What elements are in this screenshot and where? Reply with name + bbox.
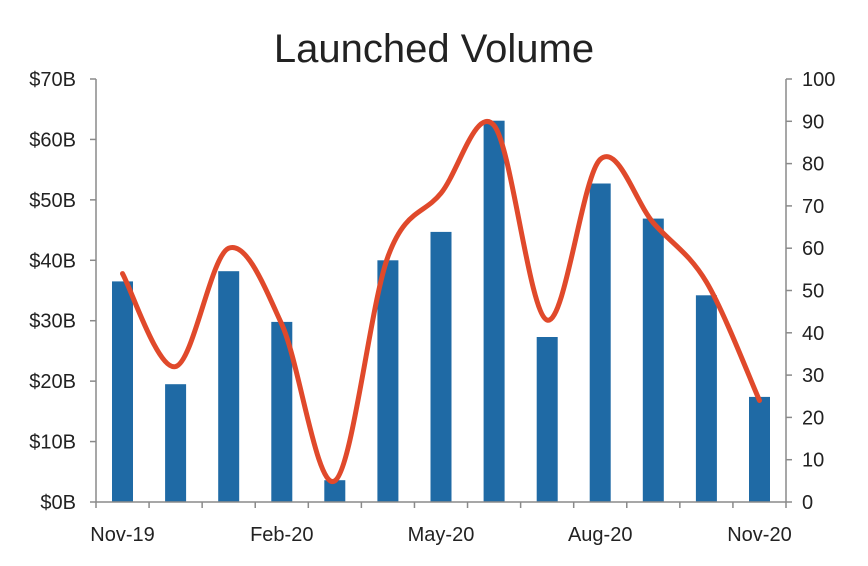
bar-Sep-20: [642, 218, 664, 502]
bar-Dec-19: [165, 384, 187, 502]
left-tick-label: $70B: [29, 69, 76, 91]
bar-Jul-20: [536, 337, 558, 502]
bar-Aug-20: [589, 183, 611, 502]
right-tick-label: 50: [802, 281, 824, 303]
right-tick-label: 30: [802, 365, 824, 387]
right-tick-label: 70: [802, 196, 824, 218]
volume-count-line: [120, 119, 762, 484]
left-tick-label: $60B: [29, 129, 76, 151]
bar-Nov-19: [112, 281, 133, 502]
right-tick-label: 10: [802, 450, 824, 472]
x-tick-label: Nov-20: [727, 524, 791, 546]
bar-Jun-20: [483, 120, 505, 502]
x-axis-ticks: Nov-19 Feb-20 May-20 Aug-20 Nov-20: [90, 502, 792, 546]
right-tick-label: 40: [802, 323, 824, 345]
bar-Jan-20: [218, 271, 240, 502]
line-series: [120, 119, 762, 484]
x-tick-label: May-20: [408, 524, 475, 546]
bar-series: [112, 120, 770, 502]
bar-Apr-20: [377, 260, 399, 502]
left-tick-label: $0B: [40, 492, 76, 514]
right-tick-label: 0: [802, 492, 813, 514]
x-tick-label: Feb-20: [250, 524, 313, 546]
bar-Oct-20: [695, 295, 717, 502]
right-tick-label: 90: [802, 111, 824, 133]
bar-Feb-20: [271, 321, 293, 502]
right-tick-label: 100: [802, 69, 835, 91]
right-tick-label: 60: [802, 238, 824, 260]
right-axis-ticks: 0 10 20 30 40 50 60 70 80 90 100: [786, 69, 835, 514]
x-tick-label: Nov-19: [90, 524, 154, 546]
left-tick-label: $40B: [29, 250, 76, 272]
left-tick-label: $10B: [29, 432, 76, 454]
chart-title: Launched Volume: [274, 27, 594, 71]
right-tick-label: 20: [802, 407, 824, 429]
x-tick-label: Aug-20: [568, 524, 633, 546]
right-tick-label: 80: [802, 154, 824, 176]
bar-May-20: [430, 231, 452, 502]
left-tick-label: $30B: [29, 311, 76, 333]
left-tick-label: $50B: [29, 190, 76, 212]
bar-Mar-20: [324, 480, 346, 502]
left-tick-label: $20B: [29, 371, 76, 393]
bar-Nov-20: [749, 396, 770, 502]
left-axis-ticks: $0B $10B $20B $30B $40B $50B $60B $70B: [29, 69, 96, 514]
